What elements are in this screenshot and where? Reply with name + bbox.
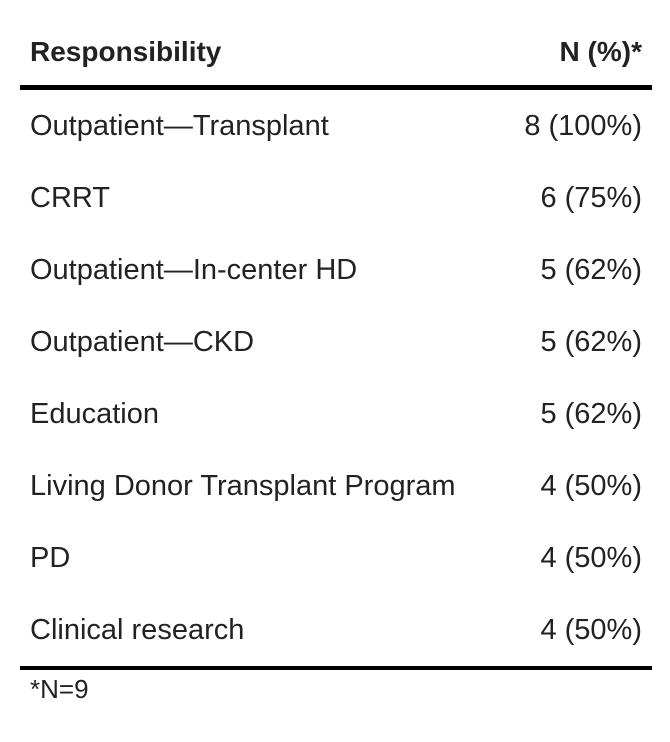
- responsibility-cell: Outpatient—In-center HD: [30, 253, 358, 286]
- responsibility-cell: PD: [30, 541, 71, 574]
- table-row: PD 4 (50%): [20, 522, 652, 594]
- responsibility-table-container: Responsibility N (%)* Outpatient—Transpl…: [20, 18, 652, 670]
- table-body: Outpatient—Transplant 8 (100%) CRRT 6 (7…: [20, 88, 652, 670]
- n-percent-cell: 5 (62%): [540, 325, 642, 358]
- responsibility-cell: Education: [30, 397, 159, 430]
- table-row: Clinical research 4 (50%): [20, 594, 652, 670]
- table-row: Education 5 (62%): [20, 378, 652, 450]
- header-row: Responsibility N (%)*: [20, 18, 652, 90]
- table-header: Responsibility N (%)*: [20, 18, 652, 90]
- n-percent-cell: 4 (50%): [510, 594, 652, 670]
- n-percent-cell: 5 (62%): [540, 397, 642, 430]
- responsibility-cell: Clinical research: [20, 594, 510, 670]
- n-percent-cell: 4 (50%): [540, 469, 642, 502]
- responsibility-cell: Living Donor Transplant Program: [30, 469, 456, 502]
- n-percent-column-header: N (%)*: [510, 18, 652, 90]
- responsibility-table: Responsibility N (%)* Outpatient—Transpl…: [20, 18, 652, 670]
- n-percent-cell: 5 (62%): [540, 253, 642, 286]
- table-footnote: *N=9: [30, 674, 89, 704]
- table-row: CRRT 6 (75%): [20, 162, 652, 234]
- n-percent-cell: 8 (100%): [524, 109, 642, 142]
- table-row: Living Donor Transplant Program 4 (50%): [20, 450, 652, 522]
- n-percent-cell: 4 (50%): [540, 541, 642, 574]
- responsibility-column-header: Responsibility: [20, 18, 510, 90]
- table-row: Outpatient—In-center HD 5 (62%): [20, 234, 652, 306]
- table-row: Outpatient—Transplant 8 (100%): [20, 88, 652, 163]
- responsibility-cell: Outpatient—Transplant: [30, 109, 329, 142]
- table-row: Outpatient—CKD 5 (62%): [20, 306, 652, 378]
- responsibility-cell: Outpatient—CKD: [30, 325, 255, 358]
- n-percent-cell: 6 (75%): [540, 181, 642, 214]
- responsibility-cell: CRRT: [30, 181, 111, 214]
